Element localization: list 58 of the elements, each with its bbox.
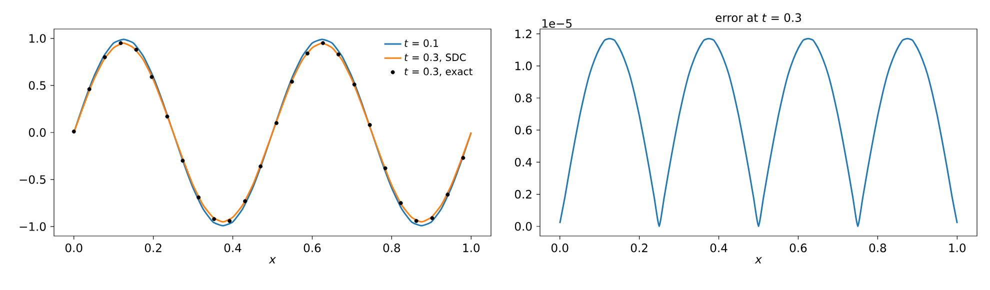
point bbox=[430, 216, 434, 220]
point bbox=[196, 195, 201, 200]
legend-label: t = 0.3, SDC bbox=[404, 54, 466, 62]
point bbox=[414, 218, 418, 223]
point bbox=[368, 122, 372, 127]
y-tick-label: 0.0 bbox=[28, 128, 46, 137]
point bbox=[352, 82, 356, 87]
point bbox=[102, 55, 107, 60]
point bbox=[461, 156, 466, 160]
point bbox=[398, 201, 403, 206]
y-tick-label: 0.6 bbox=[514, 126, 532, 134]
y-tick-label: 0.0 bbox=[514, 222, 532, 231]
point bbox=[383, 166, 388, 170]
point bbox=[305, 51, 310, 56]
point bbox=[118, 41, 123, 46]
x-tick-label: 0.0 bbox=[551, 244, 568, 252]
legend-label: t = 0.3, exact bbox=[404, 68, 472, 76]
point bbox=[320, 41, 325, 46]
line-series bbox=[559, 38, 958, 228]
x-tick-label: 0.4 bbox=[710, 244, 728, 252]
y-tick-label: 0.4 bbox=[514, 158, 532, 167]
point bbox=[274, 121, 278, 126]
y-tick-label: 1.0 bbox=[29, 34, 46, 43]
x-axis-title: x bbox=[268, 257, 276, 264]
x-tick-label: 0.4 bbox=[224, 244, 242, 252]
text: 1e−5 bbox=[542, 19, 572, 28]
point bbox=[72, 130, 76, 134]
y-tick-label: 0.8 bbox=[514, 94, 532, 102]
y-tick-label: −1.0 bbox=[20, 222, 46, 231]
x-tick-label: 0.6 bbox=[790, 244, 807, 252]
point bbox=[150, 74, 154, 79]
point bbox=[180, 158, 185, 163]
y-tick-label: 1.2 bbox=[515, 30, 532, 38]
y-tick-label: −0.5 bbox=[20, 175, 46, 184]
chart-title: error at t = 0.3 bbox=[716, 13, 801, 22]
point bbox=[243, 199, 248, 204]
x-tick-label: 1.0 bbox=[463, 244, 480, 252]
point bbox=[336, 52, 340, 56]
point bbox=[212, 217, 216, 222]
y-tick-label: 0.5 bbox=[28, 81, 46, 90]
point bbox=[87, 87, 92, 92]
x-tick-label: 0.2 bbox=[144, 244, 162, 252]
x-tick-label: 0.0 bbox=[65, 244, 82, 252]
x-tick-label: 0.8 bbox=[869, 244, 886, 252]
y-tick-label: 1.0 bbox=[515, 62, 532, 70]
point bbox=[258, 164, 263, 168]
x-tick-label: 1.0 bbox=[949, 244, 966, 252]
x-tick-label: 0.8 bbox=[383, 244, 400, 252]
point bbox=[165, 114, 170, 119]
y-tick-label: 0.2 bbox=[514, 190, 532, 199]
x-tick-label: 0.2 bbox=[630, 244, 648, 252]
point bbox=[446, 192, 450, 197]
point bbox=[228, 218, 232, 223]
point bbox=[134, 48, 138, 52]
x-tick-label: 0.6 bbox=[304, 244, 321, 252]
legend-label: t = 0.1 bbox=[404, 39, 438, 47]
x-axis-title: x bbox=[754, 257, 762, 264]
point bbox=[290, 80, 294, 84]
